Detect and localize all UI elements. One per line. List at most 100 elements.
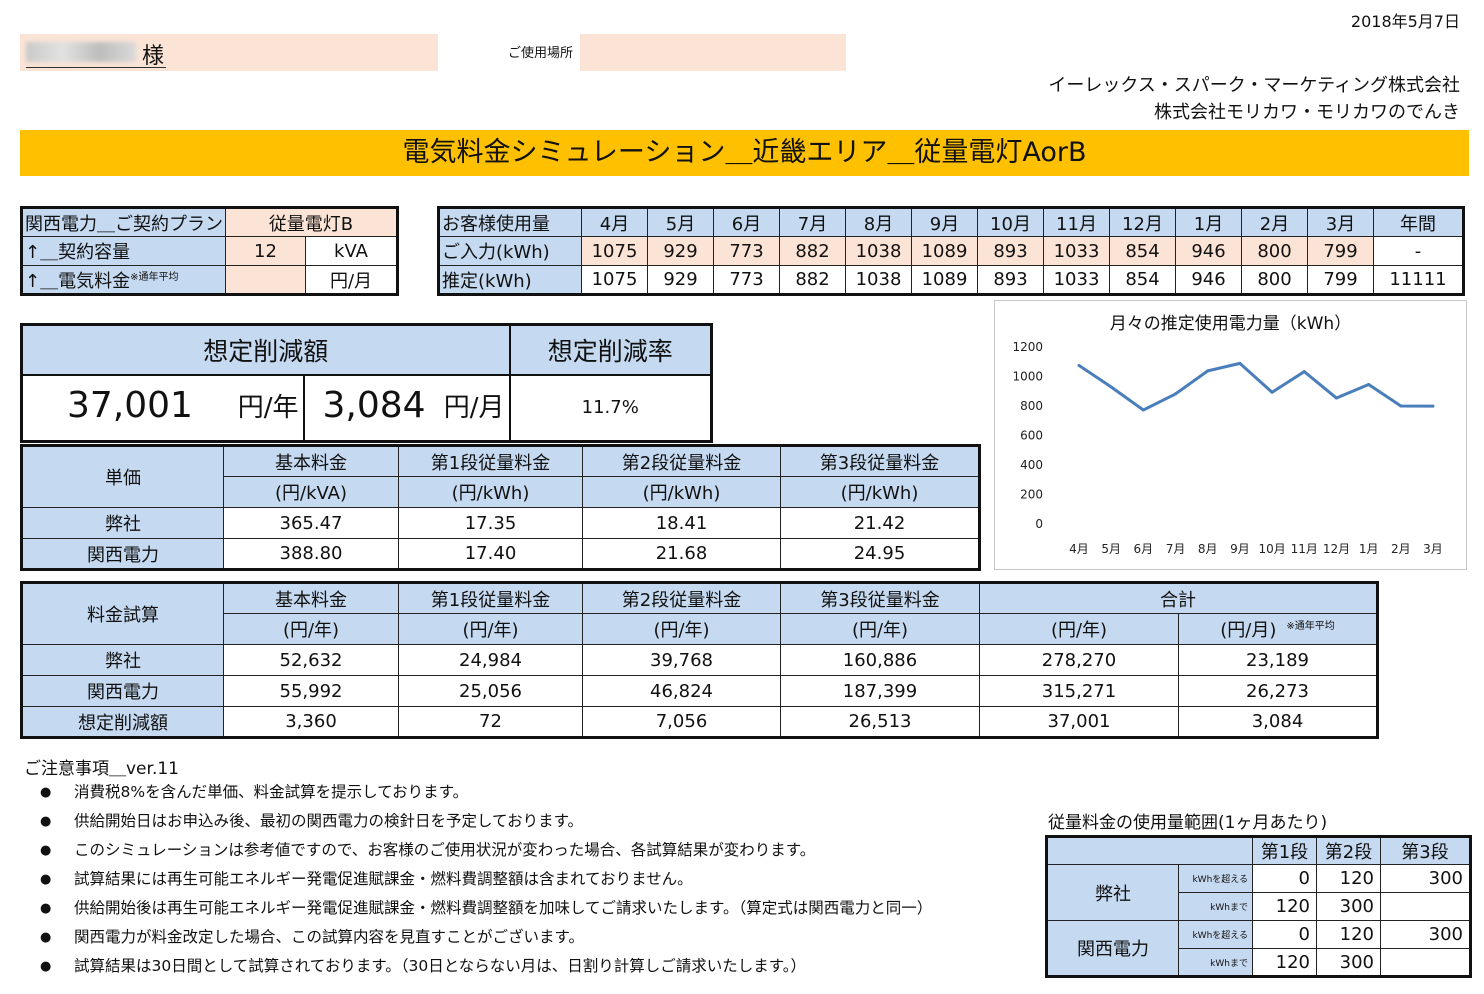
- cell: 18.41: [582, 507, 781, 539]
- input-cell: 1075: [581, 236, 648, 266]
- estimate-cell: 800: [1241, 265, 1308, 295]
- data-point: [1399, 404, 1403, 408]
- cell: 120: [1252, 948, 1317, 977]
- row-label: 想定削減額: [21, 706, 224, 738]
- input-cell: 882: [779, 236, 846, 266]
- unit-price-unit: (円/kWh): [582, 476, 781, 508]
- cell: 3,084: [1178, 706, 1378, 738]
- company-name-2: 株式会社モリカワ・モリカワのでんき: [1154, 102, 1460, 123]
- input-cell: 929: [647, 236, 714, 266]
- cell: 39,768: [582, 644, 781, 676]
- month-header: 5月: [647, 207, 714, 237]
- x-tick-label: 9月: [1230, 542, 1250, 556]
- month-header: 9月: [911, 207, 978, 237]
- x-tick-label: 12月: [1323, 542, 1350, 556]
- input-cell: 946: [1175, 236, 1242, 266]
- unit-price-header: 第3段従量料金: [780, 445, 980, 477]
- month-header: 10月: [977, 207, 1044, 237]
- cell: 7,056: [582, 706, 781, 738]
- saving-yearly: 37,001 円/年: [20, 373, 305, 442]
- table-row: 弊社 52,632 24,984 39,768 160,886 278,270 23,189: [21, 644, 1378, 676]
- input-total: -: [1373, 236, 1464, 266]
- month-header: 1月: [1175, 207, 1242, 237]
- list-item: 供給開始日はお申込み後、最初の関西電力の検針日を予定しております。: [40, 807, 932, 836]
- saving-monthly-value: 3,084: [322, 384, 426, 426]
- notes-title: ご注意事項＿ver.11: [24, 759, 179, 779]
- y-tick-label: 400: [1020, 458, 1043, 472]
- x-tick-label: 10月: [1258, 542, 1285, 556]
- range-header: 第3段: [1380, 836, 1471, 865]
- range-header: 第1段: [1252, 836, 1317, 865]
- cell: 46,824: [582, 675, 781, 707]
- input-cell: 1033: [1043, 236, 1110, 266]
- series-line: [1078, 361, 1434, 412]
- calc-unit: (円/年): [223, 613, 399, 645]
- input-cell: 773: [713, 236, 780, 266]
- month-header: 8月: [845, 207, 912, 237]
- calc-total-unit-month-text: (円/月): [1220, 620, 1277, 641]
- calc-total-note: ※通年平均: [1286, 621, 1335, 632]
- y-tick-label: 0: [1035, 517, 1043, 531]
- input-cell: 800: [1241, 236, 1308, 266]
- range-corner: [1046, 836, 1253, 865]
- y-tick-label: 200: [1020, 488, 1043, 502]
- estimate-cell: 773: [713, 265, 780, 295]
- cell: 300: [1316, 948, 1381, 977]
- x-tick-label: 11月: [1291, 542, 1318, 556]
- notes-list: 消費税8%を含んだ単価、料金試算を提示しております。 供給開始日はお申込み後、最…: [40, 778, 932, 981]
- estimate-cell: 946: [1175, 265, 1242, 295]
- x-tick-label: 5月: [1101, 542, 1121, 556]
- month-header: 4月: [581, 207, 648, 237]
- unit-price-unit: (円/kVA): [223, 476, 399, 508]
- list-item: 供給開始後は再生可能エネルギー発電促進賦課金・燃料費調整額を加味してご請求いたし…: [40, 894, 932, 923]
- list-item: このシミュレーションは参考値ですので、お客様のご使用状況が変わった場合、各試算結…: [40, 836, 932, 865]
- usage-header-label: お客様使用量: [438, 207, 582, 237]
- x-tick-label: 2月: [1391, 542, 1411, 556]
- saving-yearly-unit: 円/年: [237, 392, 299, 423]
- name-underline: [26, 67, 166, 68]
- estimate-total: 11111: [1373, 265, 1464, 295]
- cell: 187,399: [780, 675, 980, 707]
- calc-unit: (円/年): [780, 613, 980, 645]
- unit-price-header: 第1段従量料金: [398, 445, 583, 477]
- y-tick-label: 800: [1020, 399, 1043, 413]
- input-cell: 799: [1307, 236, 1374, 266]
- input-cell: 854: [1109, 236, 1176, 266]
- cell: 160,886: [780, 644, 980, 676]
- bill-value: [225, 265, 306, 295]
- document-date: 2018年5月7日: [1350, 12, 1460, 31]
- cell: 24.95: [780, 538, 980, 570]
- input-label: ご入力(kWh): [438, 236, 582, 266]
- cell: 300: [1380, 864, 1471, 893]
- table-row: 弊社 365.47 17.35 18.41 21.42: [21, 507, 980, 539]
- cell: 0: [1252, 864, 1317, 893]
- bill-label-text: ↑＿電気料金: [25, 270, 131, 292]
- estimate-label: 推定(kWh): [438, 265, 582, 295]
- list-item: 試算結果は30日間として試算されております。（30日とならない月は、日割り計算し…: [40, 952, 932, 981]
- cell: 300: [1380, 920, 1471, 949]
- cell: 365.47: [223, 507, 399, 539]
- bill-unit: 円/月: [305, 265, 398, 295]
- data-point: [1270, 390, 1274, 394]
- calc-total-unit-month: (円/月) ※通年平均: [1178, 613, 1378, 645]
- cell: 0: [1252, 920, 1317, 949]
- bill-label-note: ※通年平均: [130, 271, 179, 283]
- table-row: 関西電力 388.80 17.40 21.68 24.95: [21, 538, 980, 570]
- month-header: 7月: [779, 207, 846, 237]
- over-label: kWhを超える: [1178, 920, 1253, 949]
- capacity-unit: kVA: [305, 236, 398, 266]
- cell: 17.40: [398, 538, 583, 570]
- list-item: 消費税8%を含んだ単価、料金試算を提示しております。: [40, 778, 932, 807]
- cell: 120: [1252, 892, 1317, 921]
- y-tick-label: 1000: [1012, 370, 1043, 384]
- company-name-1: イーレックス・スパーク・マーケティング株式会社: [1048, 75, 1460, 96]
- contract-plan-table: 関西電力＿ご契約プラン 従量電灯B ↑＿契約容量 12 kVA ↑＿電気料金※通…: [20, 206, 399, 296]
- month-header: 2月: [1241, 207, 1308, 237]
- list-item: 関西電力が料金改定した場合、この試算内容を見直すことがございます。: [40, 923, 932, 952]
- cell: 21.68: [582, 538, 781, 570]
- table-row: 想定削減額 3,360 72 7,056 26,513 37,001 3,084: [21, 706, 1378, 738]
- data-point: [1334, 396, 1338, 400]
- calc-header: 基本料金: [223, 582, 399, 614]
- data-point: [1077, 363, 1081, 367]
- unit-price-unit: (円/kWh): [398, 476, 583, 508]
